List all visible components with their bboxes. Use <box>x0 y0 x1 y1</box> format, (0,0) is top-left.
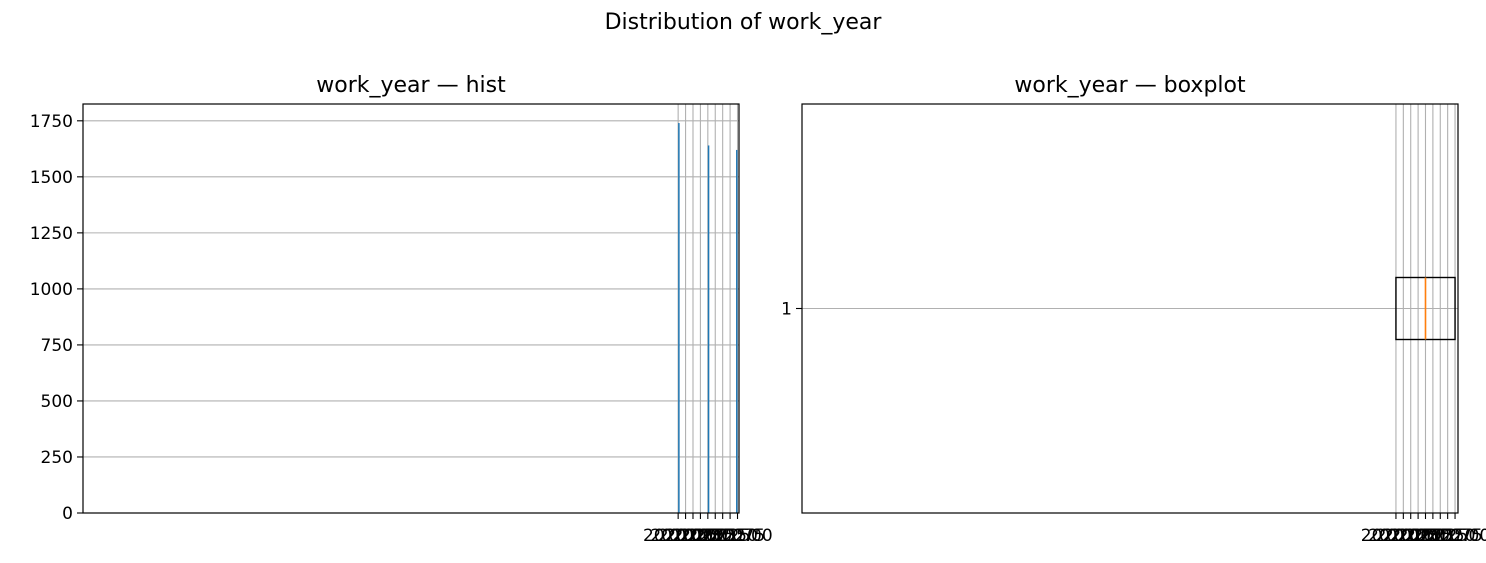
histogram-grid <box>83 104 739 514</box>
histogram-x-tick-label: 2021.25 <box>680 526 750 546</box>
histogram-bar <box>707 145 710 514</box>
boxplot-x-axis: 2020.002020.252020.502020.752021.002021.… <box>1361 513 1486 546</box>
histogram-bar <box>678 123 680 513</box>
boxplot-x-tick-label: 2021.25 <box>1398 526 1468 546</box>
histogram-x-tick-label: 2020.50 <box>658 526 728 546</box>
boxplot-y-tick-label: 1 <box>781 300 792 320</box>
histogram-bar <box>736 149 738 514</box>
histogram-x-axis: 2020.002020.252020.502020.752021.002021.… <box>643 513 773 546</box>
histogram-y-tick-label: 750 <box>41 336 73 356</box>
histogram-y-tick-label: 1500 <box>30 168 73 188</box>
histogram-y-tick-label: 1250 <box>30 224 73 244</box>
boxplot-x-tick-label: 2020.75 <box>1383 526 1453 546</box>
histogram-y-tick-label: 0 <box>62 504 73 524</box>
histogram-x-tick-label: 2020.75 <box>665 526 735 546</box>
histogram-title: work_year — hist <box>316 73 506 98</box>
histogram-x-tick-label: 2021.50 <box>688 526 758 546</box>
histogram-x-tick-label: 2020.00 <box>643 526 713 546</box>
boxplot-panel: work_year — boxplot 2020.002020.252020.5… <box>781 73 1486 546</box>
histogram-y-axis: 0 250 500 750 1000 1250 1500 1750 <box>30 112 83 524</box>
histogram-y-tick-label: 500 <box>41 392 73 412</box>
boxplot-x-tick-label: 2021.75 <box>1413 526 1483 546</box>
boxplot-x-tick-label: 2021.50 <box>1405 526 1475 546</box>
boxplot-y-axis: 1 <box>781 300 802 320</box>
boxplot-title: work_year — boxplot <box>1014 73 1246 98</box>
histogram-x-tick-label: 2020.25 <box>650 526 720 546</box>
histogram-y-tick-label: 1000 <box>30 280 73 300</box>
boxplot-x-tick-label: 2021.00 <box>1390 526 1460 546</box>
boxplot-x-tick-label: 2020.25 <box>1368 526 1438 546</box>
histogram-x-tick-label: 2021.75 <box>695 526 765 546</box>
histogram-x-tick-label: 2021.00 <box>673 526 743 546</box>
histogram-y-tick-label: 1750 <box>30 112 73 132</box>
boxplot-x-tick-label: 2020.00 <box>1361 526 1431 546</box>
histogram-x-tick-label: 2022.00 <box>702 526 772 546</box>
boxplot-body <box>1395 276 1456 341</box>
boxplot-x-tick-label: 2020.50 <box>1376 526 1446 546</box>
histogram-y-tick-label: 250 <box>41 448 73 468</box>
histogram-frame <box>82 103 740 514</box>
figure-title: Distribution of work_year <box>604 10 882 35</box>
boxplot-x-tick-label: 2022.00 <box>1420 526 1486 546</box>
histogram-bars <box>678 123 738 514</box>
boxplot-grid <box>802 104 1458 513</box>
histogram-panel: work_year — hist 2020.002020.252020.5020… <box>30 73 773 546</box>
